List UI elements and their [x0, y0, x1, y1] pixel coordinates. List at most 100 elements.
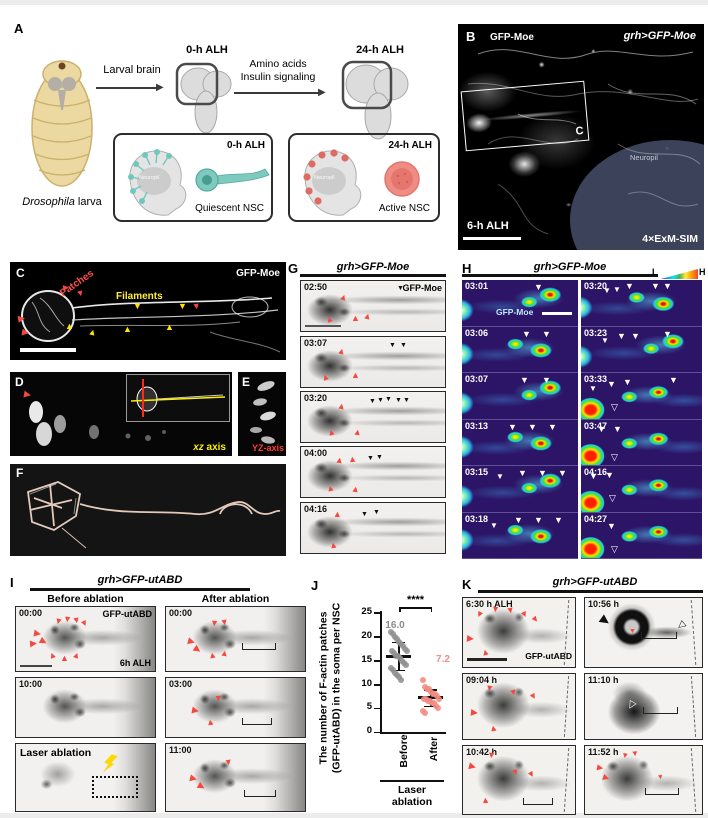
h-frame: 03:33 ▼ ▼ ▼ ▼ ▽ [581, 373, 702, 420]
age-label: 6h ALH [119, 657, 151, 668]
scatter-dot [404, 648, 410, 655]
tri-up-icon: ▲ [479, 646, 491, 659]
h-right-column: 03:20 ▼ ▼ ▼ ▼ ▼ 03:23 ▼ ▼ ▼ ▼ 03:33 ▼ ▼ ▼ ▼ ▽ 03:47 ▼ ▼ ▽… [581, 280, 702, 559]
alh0-label: 0-h ALH [186, 44, 228, 56]
timestamp: 11:10 h [588, 675, 619, 685]
tri-right-icon: ▶ [601, 772, 611, 783]
panel-a-label: A [14, 21, 24, 36]
timestamp: 03:07 [304, 338, 328, 348]
marker-label: GFP-Moe [236, 268, 280, 279]
tri-down-icon: ▼ [367, 455, 374, 462]
marker-label: GFP-Moe [490, 32, 534, 43]
tri-down-icon: ▼ [548, 421, 557, 432]
timestamp: 10:00 [19, 679, 43, 689]
tri-up-icon: ▲ [480, 794, 491, 806]
scale-bar [305, 325, 341, 327]
tissue-boundary-line [563, 676, 570, 737]
tri-down-icon: ▼ [631, 330, 640, 341]
g-frame-1: 02:50 GFP-Moe ▲ ▲ ▲ ▲ ▼ [300, 280, 446, 332]
panel-k-genotype: grh>GFP-utABD [552, 576, 638, 588]
tri-right-icon: ▶ [188, 772, 199, 784]
quiescent-nsc-box: Neuropil 0-h ALH Quiescent NSC [113, 133, 273, 222]
tri-down-icon: ▼ [597, 423, 606, 434]
y-tick [374, 731, 380, 733]
scale-bar [542, 312, 572, 315]
y-tick [374, 612, 380, 614]
tri-up-icon: ▲ [334, 454, 345, 466]
x-label-before: Before [398, 734, 410, 768]
tri-down-icon: ▼ [377, 397, 384, 404]
before-error-cap [392, 669, 405, 671]
bracket-annotation [523, 798, 553, 805]
tri-down-icon: ▼ [505, 604, 516, 616]
tri-up-icon: ▲ [328, 539, 339, 551]
tri-down-icon: ▼ [389, 342, 396, 349]
insulin-label: Insulin signaling [240, 71, 316, 83]
tri-down-open-icon: ▽ [611, 451, 618, 462]
active-caption: Active NSC [378, 202, 430, 214]
timestamp: 03:13 [465, 420, 489, 431]
timestamp: 03:01 [465, 281, 489, 291]
after-mean-line [418, 696, 443, 699]
h-frame: 03:07 ▼ ▼ [462, 373, 578, 420]
tri-up-icon: ▲ [335, 345, 348, 358]
tri-down-open-icon: ▽ [611, 543, 618, 554]
header-underline [478, 590, 703, 593]
arrow-right-icon: ▶ [156, 82, 164, 93]
scale-bar [463, 237, 521, 240]
g-frame-2: 03:07 ▲ ▲ ▲ ▼ ▼ [300, 336, 446, 388]
group-underline [380, 780, 444, 782]
timestamp: 03:20 [304, 393, 328, 403]
tri-up-icon: ▲ [60, 653, 69, 663]
tri-right-icon: ▶ [23, 388, 32, 400]
tri-down-icon: ▼ [528, 612, 542, 626]
tri-down-icon: ▼ [484, 682, 495, 694]
page-bottom-edge [0, 813, 708, 818]
group-label-ablation: ablation [391, 796, 433, 808]
timestamp: 10:42 h [466, 747, 498, 757]
flow-arrow-line [96, 87, 158, 89]
tri-down-icon: ▼ [520, 375, 529, 385]
tissue-boundary-line [690, 748, 697, 812]
k-frame-2: 09:04 h ▼ ▼ ▼ ▶ ▲ [462, 673, 576, 740]
scatter-dot [435, 705, 441, 712]
k-frame-3: 10:42 h ▼ ▶ ▼ ▼ ▲ [462, 745, 576, 815]
significance-stars: **** [406, 594, 425, 606]
timestamp: 04:27 [584, 513, 608, 524]
tri-down-icon: ▼ [607, 520, 616, 531]
tri-down-icon: ▼ [625, 281, 634, 291]
tri-down-icon: ▼ [486, 749, 497, 761]
lut-low-label: L [652, 267, 658, 277]
timestamp: 02:50 [304, 282, 328, 292]
h-frame: 04:27 ▼ ▽ [581, 512, 702, 559]
tri-down-icon: ▼ [395, 397, 402, 404]
tri-down-icon: ▼ [473, 607, 486, 621]
timestamp: 00:00 [19, 608, 43, 618]
tri-up-icon: ▲ [347, 453, 358, 465]
tri-up-icon: ▲ [351, 313, 360, 323]
quiescent-brain-schematic [128, 149, 187, 216]
scale-bar [20, 665, 52, 667]
bracket-annotation [641, 632, 677, 639]
tri-right-icon: ▶ [17, 312, 26, 324]
page-top-edge [0, 0, 708, 5]
scatter-dot [422, 709, 428, 716]
h-frame: 03:18 ▼ ▼ ▼ ▼ [462, 512, 578, 559]
tri-down-icon: ▼ [526, 689, 540, 703]
header-underline [462, 274, 658, 277]
tri-up-icon: ▲ [325, 426, 337, 439]
timestamp: 04:00 [304, 448, 328, 458]
tri-down-icon: ▼ [223, 756, 234, 768]
k-frame-1: 6:30 h ALH GFP-utABD ▼ ▼ ▼ ▼ ▼ ▶ ▲ [462, 597, 576, 668]
inset-cell-image [130, 379, 226, 417]
tri-up-icon: ▲ [165, 322, 174, 332]
skeleton-tracing [27, 481, 281, 549]
i-frame-after-3: 11:00 ▼ ▶ ▶ [165, 743, 306, 812]
tri-down-icon: ▼ [623, 377, 632, 387]
tri-down-icon: ▼ [490, 603, 501, 615]
tri-up-icon: ▲ [352, 426, 363, 438]
marker-label: GFP-utABD [102, 609, 153, 619]
ablation-roi-box [92, 776, 138, 798]
tri-down-icon: ▼ [554, 514, 563, 525]
tri-down-icon: ▼ [507, 686, 519, 699]
